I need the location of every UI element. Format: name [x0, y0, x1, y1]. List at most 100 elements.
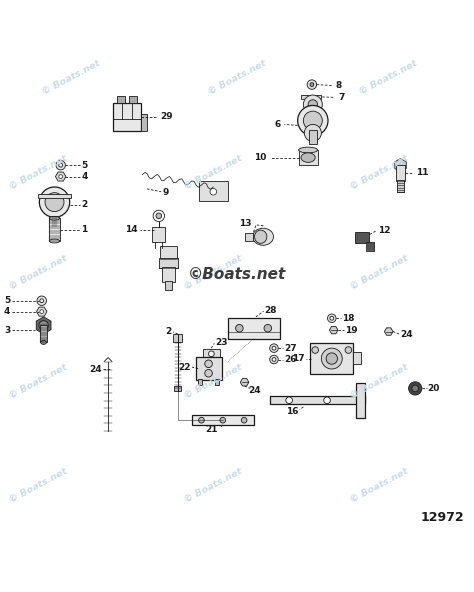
Text: © Boats.net: © Boats.net	[183, 466, 244, 505]
Circle shape	[59, 163, 63, 167]
Bar	[309, 130, 317, 144]
Ellipse shape	[41, 340, 46, 345]
Polygon shape	[395, 159, 406, 172]
Text: 4: 4	[4, 307, 10, 316]
Bar	[152, 227, 165, 243]
Text: 12972: 12972	[421, 511, 465, 525]
Bar	[199, 181, 228, 201]
Circle shape	[45, 192, 64, 211]
Text: 10: 10	[254, 153, 266, 162]
Ellipse shape	[255, 230, 267, 243]
Bar	[141, 114, 147, 131]
Text: 18: 18	[342, 314, 355, 323]
Polygon shape	[384, 328, 393, 335]
Bar	[396, 165, 405, 181]
Text: 22: 22	[178, 362, 191, 372]
Bar	[203, 349, 220, 359]
Text: 5: 5	[4, 296, 10, 305]
Text: 27: 27	[284, 343, 297, 353]
Text: 20: 20	[428, 384, 440, 393]
Circle shape	[37, 296, 46, 305]
Circle shape	[241, 417, 247, 423]
Bar	[198, 379, 202, 385]
Text: 7: 7	[338, 93, 344, 102]
Circle shape	[40, 310, 44, 314]
Circle shape	[312, 347, 319, 353]
Bar	[173, 334, 182, 342]
Ellipse shape	[49, 239, 60, 243]
Text: © Boats.net: © Boats.net	[183, 154, 244, 192]
Bar	[195, 356, 221, 381]
Text: ©Boats.net: ©Boats.net	[188, 267, 286, 282]
Bar	[113, 103, 141, 131]
Circle shape	[205, 369, 212, 377]
Circle shape	[324, 397, 330, 404]
Bar	[159, 258, 178, 268]
Polygon shape	[329, 326, 338, 334]
Circle shape	[310, 83, 314, 86]
Circle shape	[272, 346, 276, 350]
Text: 24: 24	[400, 330, 413, 339]
Text: 16: 16	[286, 407, 299, 416]
Bar	[215, 379, 219, 385]
Text: © Boats.net: © Boats.net	[41, 59, 101, 97]
Circle shape	[304, 124, 321, 141]
Text: 17: 17	[292, 354, 304, 363]
Bar	[355, 233, 369, 243]
Circle shape	[59, 175, 63, 178]
Circle shape	[307, 80, 317, 89]
Bar	[310, 343, 353, 374]
Bar	[49, 218, 60, 241]
Text: © Boats.net: © Boats.net	[349, 154, 410, 192]
Text: © Boats.net: © Boats.net	[8, 154, 68, 192]
Bar	[129, 96, 137, 103]
Circle shape	[39, 187, 70, 217]
Circle shape	[236, 324, 243, 332]
Circle shape	[209, 351, 214, 356]
Bar	[192, 415, 254, 426]
Text: © Boats.net: © Boats.net	[349, 362, 410, 400]
Bar	[301, 95, 321, 99]
Bar	[160, 246, 177, 259]
Text: © Boats.net: © Boats.net	[207, 59, 267, 97]
Circle shape	[199, 417, 204, 423]
Text: 5: 5	[82, 160, 88, 170]
Text: 12: 12	[378, 226, 391, 235]
Bar	[228, 318, 280, 339]
Text: 11: 11	[416, 168, 428, 177]
Bar	[117, 96, 125, 103]
Polygon shape	[36, 317, 51, 334]
Circle shape	[264, 324, 272, 332]
Bar	[165, 281, 172, 290]
Text: 2: 2	[82, 201, 88, 210]
Bar	[38, 194, 71, 198]
Circle shape	[270, 355, 278, 363]
Polygon shape	[55, 172, 66, 181]
Text: 26: 26	[284, 355, 297, 364]
Text: © Boats.net: © Boats.net	[183, 362, 244, 400]
Circle shape	[56, 160, 65, 170]
Polygon shape	[240, 378, 249, 386]
Text: 3: 3	[4, 326, 10, 334]
Circle shape	[39, 321, 48, 330]
Text: © Boats.net: © Boats.net	[8, 466, 68, 505]
Text: 9: 9	[162, 188, 168, 197]
Text: 13: 13	[239, 220, 251, 229]
Bar	[40, 326, 47, 342]
Circle shape	[328, 314, 336, 323]
Circle shape	[40, 299, 44, 303]
Circle shape	[412, 385, 419, 392]
Text: © Boats.net: © Boats.net	[8, 362, 68, 400]
Circle shape	[321, 348, 342, 369]
Bar	[353, 352, 361, 364]
Circle shape	[303, 95, 322, 114]
Text: 24: 24	[89, 365, 102, 374]
Circle shape	[303, 111, 322, 130]
Ellipse shape	[253, 229, 273, 245]
Bar	[52, 216, 57, 226]
Text: © Boats.net: © Boats.net	[8, 253, 68, 291]
Text: © Boats.net: © Boats.net	[349, 466, 410, 505]
Circle shape	[345, 347, 352, 353]
Bar	[270, 397, 365, 404]
Text: 6: 6	[274, 120, 281, 129]
